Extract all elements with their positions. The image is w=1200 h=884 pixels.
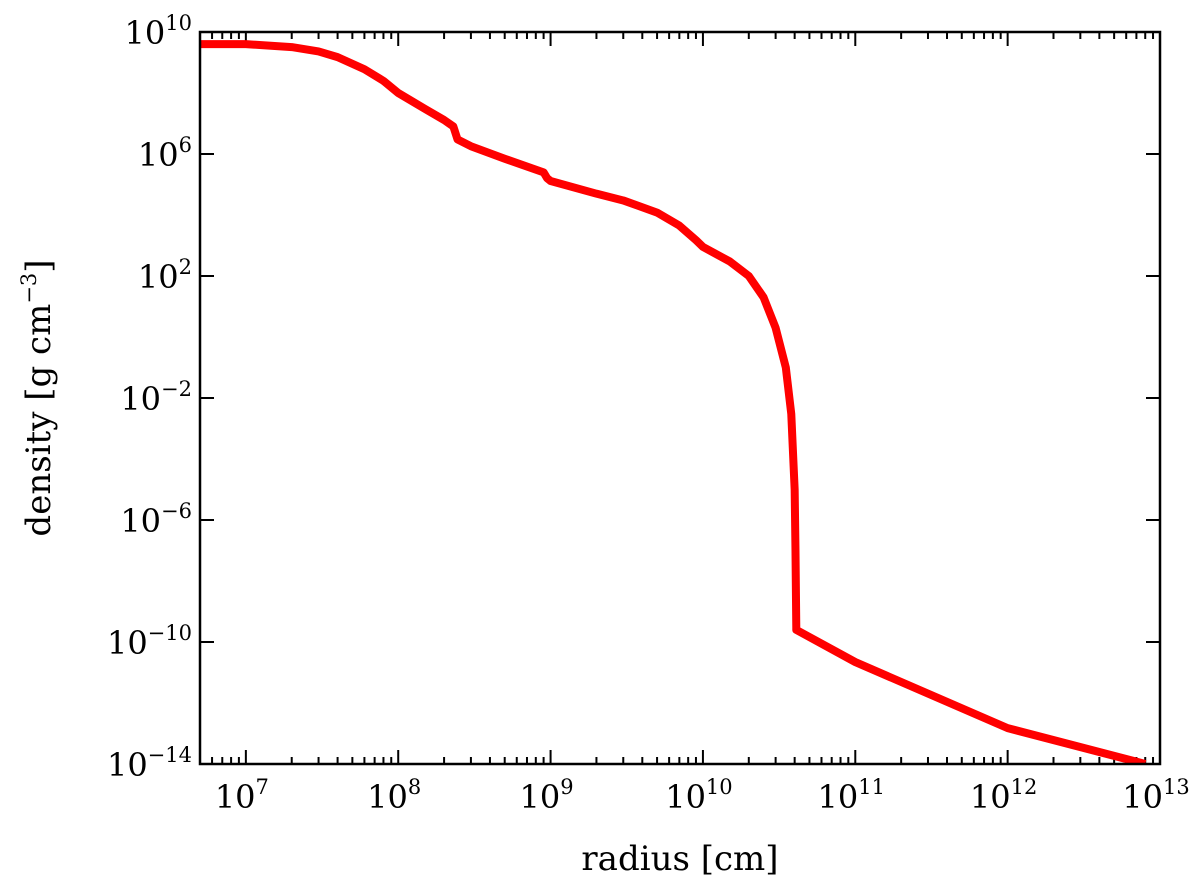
x-tick-labels: 107 108 109 1010 1011 1012 1013 <box>215 775 1190 816</box>
y-tick-exponent: −14 <box>148 743 192 767</box>
y-tick-exponent: 2 <box>179 255 192 279</box>
y-tick-base: 10 <box>107 624 148 662</box>
x-tick-label: 107 <box>215 775 269 816</box>
x-tick-base: 10 <box>215 778 256 816</box>
density-profile-line <box>200 40 1147 764</box>
plot-frame <box>198 30 1162 766</box>
y-tick-base: 10 <box>138 258 179 296</box>
x-tick-exponent: 11 <box>858 775 885 799</box>
x-tick-label: 1013 <box>1122 775 1189 816</box>
y-tick-base: 10 <box>138 136 179 174</box>
y-tick-label: 10−10 <box>107 621 192 662</box>
y-axis-title-exponent: −3 <box>17 273 41 304</box>
x-axis-title: radius [cm] <box>581 839 778 879</box>
y-tick-label: 106 <box>138 133 192 174</box>
x-tick-label: 1010 <box>665 775 732 816</box>
y-tick-exponent: −6 <box>161 499 192 523</box>
y-tick-label: 1010 <box>125 11 192 52</box>
y-tick-label: 10−6 <box>120 499 192 540</box>
y-tick-label: 102 <box>138 255 192 296</box>
y-tick-base: 10 <box>107 746 148 784</box>
tick-marks <box>199 31 1161 765</box>
x-tick-label: 1011 <box>818 775 885 816</box>
x-tick-label: 108 <box>367 775 421 816</box>
x-tick-exponent: 9 <box>560 775 573 799</box>
x-tick-base: 10 <box>520 778 561 816</box>
x-tick-exponent: 13 <box>1163 775 1190 799</box>
x-tick-base: 10 <box>367 778 408 816</box>
y-tick-exponent: 10 <box>165 11 192 35</box>
x-tick-exponent: 8 <box>408 775 421 799</box>
y-tick-base: 10 <box>120 502 161 540</box>
x-tick-exponent: 10 <box>706 775 733 799</box>
y-tick-base: 10 <box>125 14 166 52</box>
x-tick-exponent: 7 <box>256 775 269 799</box>
x-tick-base: 10 <box>970 778 1011 816</box>
x-tick-exponent: 12 <box>1011 775 1038 799</box>
x-tick-base: 10 <box>818 778 859 816</box>
y-tick-label: 10−14 <box>107 743 192 784</box>
y-tick-exponent: 6 <box>179 133 192 157</box>
y-axis-title: density [g cm−3] <box>17 259 59 536</box>
y-tick-exponent: −2 <box>161 377 192 401</box>
y-axis-title-suffix: ] <box>19 259 59 272</box>
series-layer <box>200 40 1147 764</box>
x-tick-base: 10 <box>665 778 706 816</box>
x-tick-base: 10 <box>1122 778 1163 816</box>
y-tick-base: 10 <box>120 380 161 418</box>
y-axis-title-prefix: density [g cm <box>19 304 59 537</box>
y-tick-exponent: −10 <box>148 621 192 645</box>
x-tick-label: 1012 <box>970 775 1037 816</box>
y-tick-label: 10−2 <box>120 377 192 418</box>
x-tick-label: 109 <box>520 775 574 816</box>
